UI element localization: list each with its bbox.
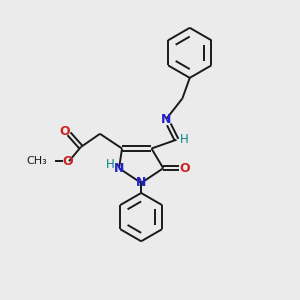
Text: H: H	[179, 133, 188, 146]
Text: O: O	[59, 125, 70, 138]
Text: N: N	[136, 176, 146, 190]
Text: CH₃: CH₃	[26, 156, 47, 166]
Text: H: H	[106, 158, 115, 171]
Text: N: N	[114, 162, 124, 175]
Text: O: O	[62, 155, 73, 168]
Text: N: N	[161, 112, 171, 126]
Text: O: O	[179, 162, 190, 175]
